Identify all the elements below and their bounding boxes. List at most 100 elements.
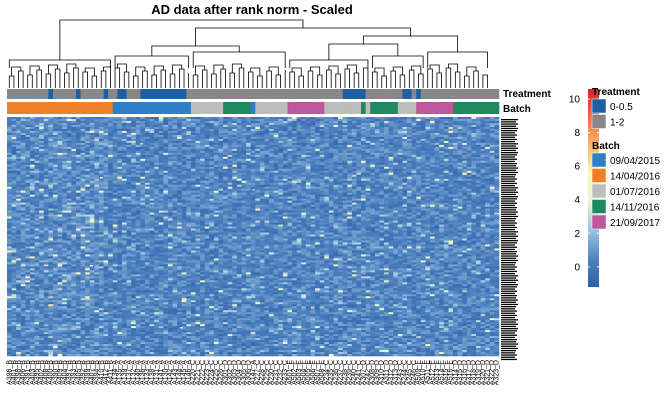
heat-cell <box>443 178 449 182</box>
heat-cell <box>305 118 311 122</box>
heat-cell <box>259 146 265 150</box>
heat-cell <box>181 130 187 134</box>
heat-cell <box>213 118 219 122</box>
heat-cell <box>241 132 247 136</box>
dendrogram-branch <box>195 27 411 46</box>
heat-cell <box>172 200 178 203</box>
heat-cell <box>434 124 440 128</box>
heat-cell <box>204 200 210 203</box>
heat-cell <box>241 178 247 182</box>
heat-cell <box>264 176 270 180</box>
heat-cell <box>416 122 422 126</box>
heat-cell <box>328 117 334 120</box>
heat-cell <box>407 194 412 197</box>
heat-cell <box>356 136 362 140</box>
heat-cell <box>434 120 440 124</box>
treatment-cell <box>20 89 26 99</box>
heat-cell <box>181 142 187 146</box>
heat-cell <box>370 170 376 174</box>
heat-cell <box>121 154 127 158</box>
heat-cell <box>16 154 22 158</box>
heat-cell <box>420 150 426 154</box>
heat-cell <box>250 124 256 128</box>
heat-cell <box>425 170 431 174</box>
heat-cell <box>273 194 279 197</box>
heat-cell <box>135 198 141 201</box>
heat-cell <box>7 170 12 174</box>
heat-cell <box>466 148 472 152</box>
heat-cell <box>324 126 330 130</box>
treatment-cell <box>430 89 435 99</box>
heat-cell <box>457 146 463 150</box>
heat-cell <box>480 192 486 195</box>
heat-cell <box>117 142 123 146</box>
heat-cell <box>126 188 132 191</box>
heat-cell <box>80 118 86 122</box>
heat-cell <box>397 172 403 176</box>
heat-cell <box>121 186 127 189</box>
heat-cell <box>94 188 100 191</box>
heat-cell <box>190 186 196 189</box>
heat-cell <box>94 122 100 126</box>
heat-cell <box>466 174 472 178</box>
heat-cell <box>39 202 45 205</box>
heat-cell <box>158 122 164 126</box>
treatment-cell <box>471 89 477 99</box>
heat-cell <box>117 164 123 168</box>
heat-cell <box>430 126 435 130</box>
heat-cell <box>89 126 95 130</box>
heat-cell <box>278 188 284 191</box>
dendrogram-branch <box>418 73 424 88</box>
heat-cell <box>25 150 31 154</box>
heat-cell <box>140 200 146 203</box>
heat-cell <box>144 118 150 122</box>
heat-cell <box>287 144 293 148</box>
heat-cell <box>158 168 164 172</box>
heat-cell <box>338 154 343 158</box>
heat-cell <box>103 140 109 144</box>
dendrogram-branch <box>289 71 295 88</box>
heat-cell <box>140 128 146 132</box>
heat-cell <box>361 164 366 168</box>
heat-cell <box>181 124 187 128</box>
heat-cell <box>448 148 454 152</box>
heat-cell <box>411 142 417 146</box>
heat-cell <box>273 182 279 186</box>
heat-cell <box>338 140 343 144</box>
heat-cell <box>85 128 91 132</box>
heat-cell <box>7 136 12 140</box>
heat-cell <box>397 160 403 164</box>
heat-cell <box>374 200 380 203</box>
heat-cell <box>167 196 173 199</box>
heat-cell <box>301 174 307 178</box>
heat-cell <box>402 117 408 120</box>
heat-cell <box>333 186 339 189</box>
heat-cell <box>48 118 54 122</box>
heat-cell <box>310 124 316 128</box>
heat-cell <box>177 200 183 203</box>
heat-cell <box>241 150 247 154</box>
heat-cell <box>269 188 274 191</box>
heat-cell <box>16 156 22 160</box>
heat-cell <box>287 122 293 126</box>
heat-cell <box>305 144 311 148</box>
heat-cell <box>57 118 63 122</box>
heat-cell <box>434 136 440 140</box>
heat-cell <box>39 164 45 168</box>
heat-cell <box>108 117 114 120</box>
heat-cell <box>324 196 330 199</box>
heat-cell <box>384 142 389 146</box>
heat-cell <box>246 182 252 186</box>
dendrogram-branch <box>291 67 302 76</box>
heat-cell <box>287 192 293 195</box>
heat-cell <box>218 146 224 150</box>
heat-cell <box>471 126 477 130</box>
heat-cell <box>135 190 141 193</box>
heat-cell <box>223 156 229 160</box>
heat-cell <box>351 124 357 128</box>
heat-cell <box>328 168 334 172</box>
heat-cell <box>149 180 155 184</box>
heat-cell <box>365 150 371 154</box>
heat-cell <box>144 164 150 168</box>
heat-cell <box>158 178 164 182</box>
